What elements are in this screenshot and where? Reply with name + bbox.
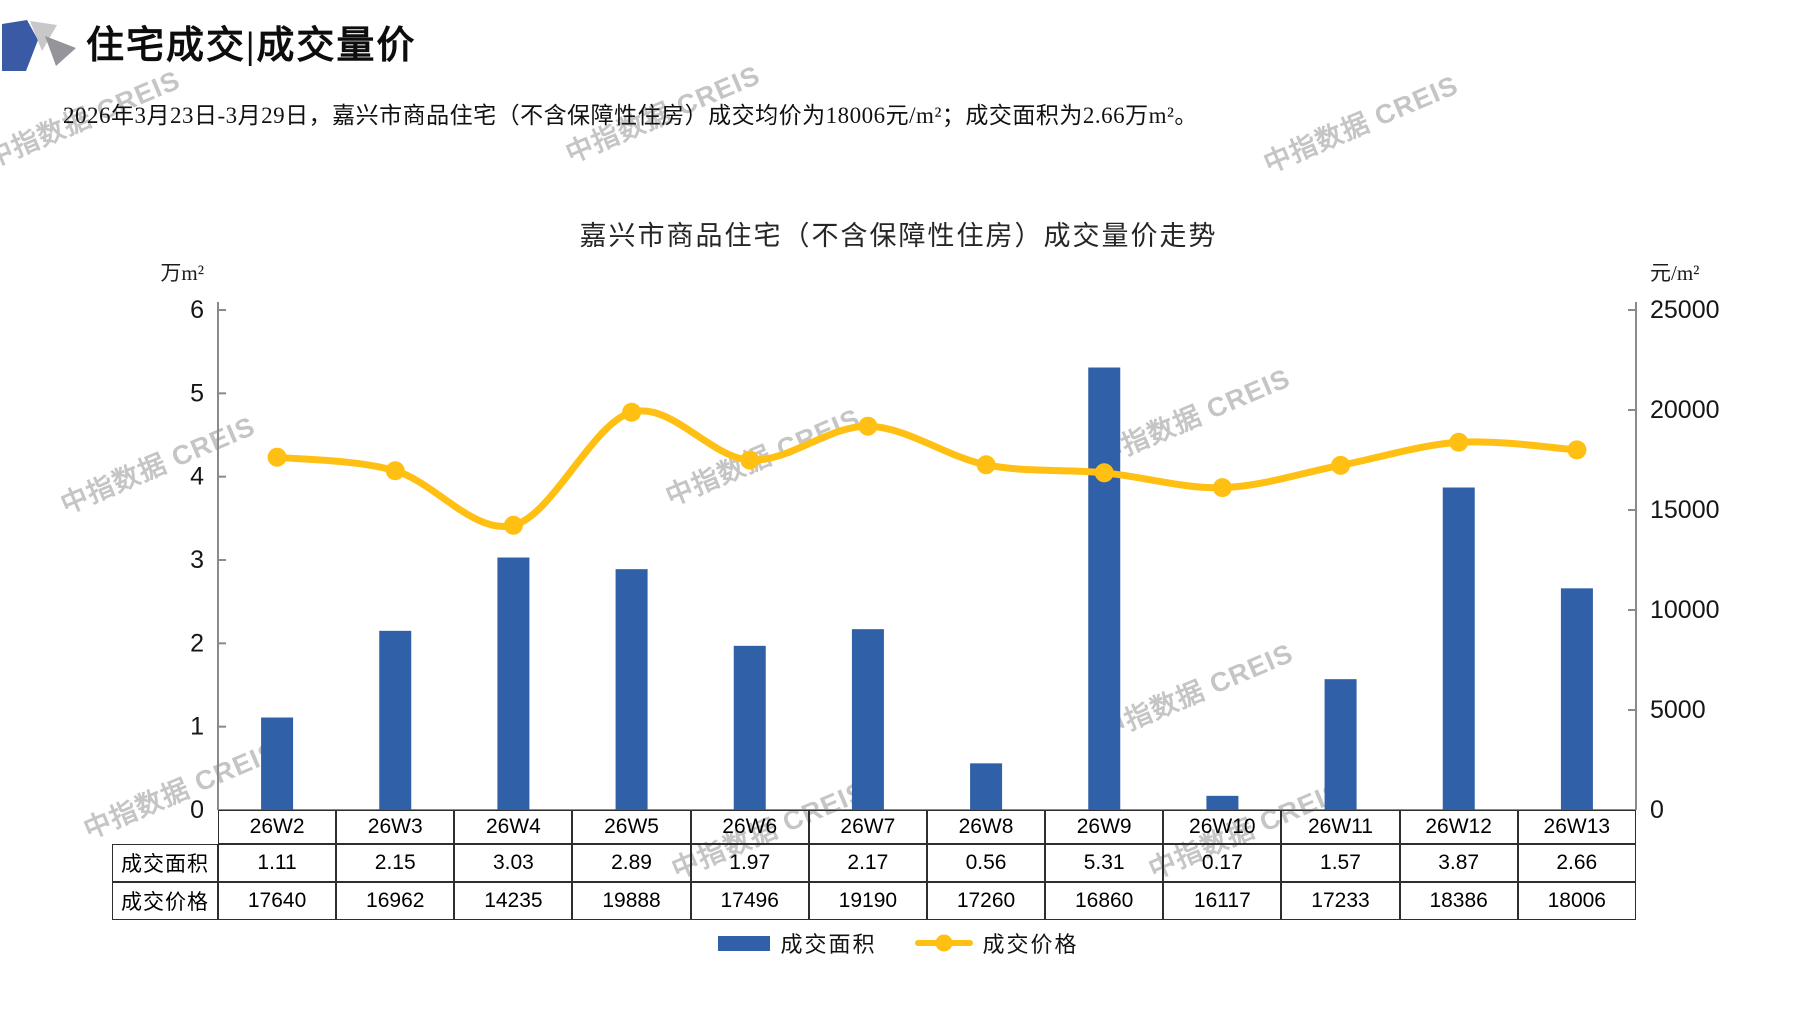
area-value-cell: 3.87	[1399, 844, 1518, 882]
price-value-cell: 17260	[926, 882, 1046, 920]
week-header-cell: 26W9	[1045, 810, 1164, 844]
price-value-cell: 18386	[1399, 882, 1518, 920]
area-value-cell: 0.17	[1163, 844, 1282, 882]
legend-item-area: 成交面积	[718, 927, 876, 959]
price-value-cell: 17233	[1281, 882, 1400, 920]
area-value-cell: 0.56	[926, 844, 1046, 882]
price-line	[273, 407, 1581, 530]
chart-legend: 成交面积 成交价格	[0, 928, 1797, 958]
bar-26W2	[261, 717, 294, 810]
bar-26W13	[1560, 588, 1593, 810]
area-value-cell: 3.03	[454, 844, 573, 882]
price-value-cell: 19888	[572, 882, 691, 920]
right-axis-tick-label: 10000	[1650, 596, 1720, 624]
bar-26W9	[1088, 367, 1121, 810]
price-point-26W11	[1331, 455, 1351, 475]
legend-item-price: 成交价格	[914, 927, 1079, 959]
price-point-26W10	[1212, 478, 1232, 498]
price-point-26W8	[976, 455, 996, 475]
legend-label-area: 成交面积	[780, 932, 877, 957]
week-header-cell: 26W11	[1281, 810, 1400, 844]
right-axis-tick-label: 20000	[1650, 396, 1720, 424]
right-axis-unit-label: 元/m²	[1650, 261, 1699, 285]
area-value-cell: 2.66	[1517, 844, 1636, 882]
bar-26W10	[1206, 795, 1239, 810]
right-axis-tick-label: 0	[1650, 796, 1664, 824]
price-point-26W7	[858, 416, 878, 436]
left-axis-tick-label: 0	[190, 796, 204, 824]
left-axis-tick-label: 4	[190, 463, 204, 491]
summary-text: 2026年3月23日-3月29日，嘉兴市商品住宅（不含保障性住房）成交均价为18…	[63, 103, 1198, 128]
area-row-label: 成交面积	[112, 844, 218, 882]
bar-26W5	[615, 569, 648, 810]
area-value-cell: 2.17	[808, 844, 927, 882]
line-swatch-dot	[935, 934, 952, 952]
price-point-26W12	[1449, 432, 1469, 452]
area-value-cell: 2.89	[572, 844, 691, 882]
price-point-26W2	[267, 447, 287, 467]
bar-series-swatch	[718, 935, 771, 951]
left-axis-tick-label: 6	[190, 296, 204, 324]
area-value-cell: 1.97	[690, 844, 809, 882]
price-point-26W6	[740, 450, 760, 470]
price-point-26W13	[1567, 440, 1587, 460]
week-header-cell: 26W5	[572, 810, 691, 844]
bar-26W6	[733, 645, 766, 810]
week-header-cell: 26W13	[1517, 810, 1636, 844]
bar-26W11	[1324, 679, 1357, 810]
chart-title: 嘉兴市商品住宅（不含保障性住房）成交量价走势	[579, 221, 1218, 251]
price-value-cell: 19190	[808, 882, 927, 920]
price-value-cell: 16117	[1163, 882, 1282, 920]
left-axis-tick-label: 1	[190, 713, 204, 741]
bar-26W7	[851, 629, 884, 810]
price-value-cell: 17496	[690, 882, 809, 920]
bar-26W4	[497, 557, 530, 810]
right-axis-tick-label: 5000	[1650, 696, 1706, 724]
data-table: 26W2 26W3 26W4 26W5 26W6 26W7 26W8 26W9 26W10 26W…	[112, 810, 1636, 920]
week-header-cell: 26W12	[1399, 810, 1518, 844]
price-point-26W5	[622, 402, 642, 422]
price-value-cell: 17640	[218, 882, 337, 920]
legend-label-price: 成交价格	[982, 932, 1079, 957]
area-value-cell: 2.15	[336, 844, 455, 882]
bar-26W3	[379, 630, 412, 810]
week-header-cell: 26W4	[454, 810, 573, 844]
left-axis-tick-label: 5	[190, 379, 204, 407]
bar-26W8	[970, 763, 1003, 810]
bar-26W12	[1442, 487, 1475, 810]
page-title: 住宅成交|成交量价	[86, 25, 417, 67]
week-header-cell: 26W2	[218, 810, 337, 844]
price-point-26W4	[503, 515, 523, 535]
week-header-cell: 26W7	[808, 810, 927, 844]
week-header-cell: 26W8	[926, 810, 1046, 844]
left-axis-unit-label: 万m²	[160, 261, 204, 285]
area-value-cell: 1.57	[1281, 844, 1400, 882]
week-header-cell: 26W3	[336, 810, 455, 844]
table-corner-cell	[112, 810, 218, 844]
week-header-cell: 26W6	[690, 810, 809, 844]
price-value-cell: 14235	[454, 882, 573, 920]
creis-logo	[2, 20, 76, 71]
right-axis-tick-label: 25000	[1650, 296, 1720, 324]
price-point-26W3	[385, 461, 405, 481]
week-header-cell: 26W10	[1163, 810, 1282, 844]
price-point-26W9	[1094, 463, 1114, 483]
left-axis-tick-label: 3	[190, 546, 204, 574]
price-value-cell: 18006	[1517, 882, 1636, 920]
logo-darkgray-triangle	[45, 36, 76, 66]
logo-lightgray-triangle	[30, 21, 57, 51]
line-series-swatch	[914, 934, 973, 952]
right-axis-tick-label: 15000	[1650, 496, 1720, 524]
price-value-cell: 16860	[1045, 882, 1164, 920]
logo-blue-shape	[2, 20, 38, 71]
price-value-cell: 16962	[336, 882, 455, 920]
price-row-label: 成交价格	[112, 882, 218, 920]
area-value-cell: 5.31	[1045, 844, 1164, 882]
left-axis-tick-label: 2	[190, 629, 204, 657]
area-value-cell: 1.11	[218, 844, 337, 882]
